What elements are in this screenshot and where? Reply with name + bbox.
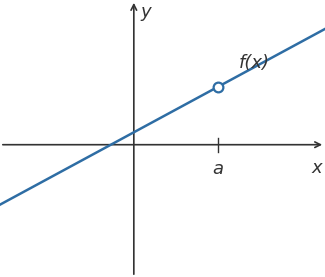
Text: a: a [213,160,224,178]
Text: y: y [140,3,151,21]
Text: x: x [311,158,322,176]
Text: f(x): f(x) [239,54,270,72]
